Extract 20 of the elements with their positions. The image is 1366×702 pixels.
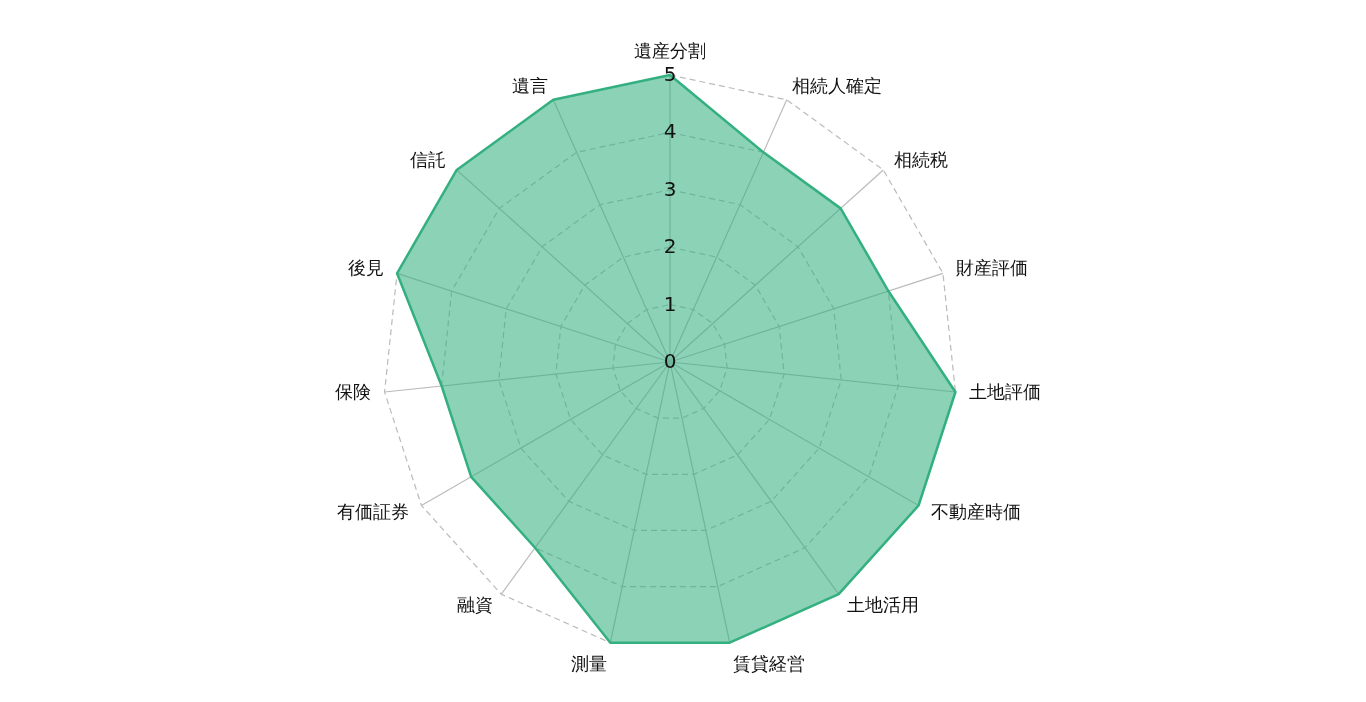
spoke-label: 有価証券 <box>337 500 410 522</box>
spoke-label: 遺産分割 <box>634 40 706 61</box>
spoke-label: 測量 <box>571 653 608 675</box>
spoke-label: 信託 <box>410 148 447 170</box>
spoke-label: 土地評価 <box>969 381 1042 403</box>
spoke-label: 遺言 <box>511 75 548 97</box>
spoke-label: 不動産時価 <box>930 500 1021 522</box>
spoke-label: 相続人確定 <box>792 75 883 97</box>
y-tick-label: 0 <box>663 349 677 373</box>
y-tick-label: 4 <box>663 119 677 144</box>
y-tick-label: 1 <box>663 291 677 316</box>
spoke-label: 土地活用 <box>846 593 919 615</box>
spoke-label: 賃貸経営 <box>732 653 805 675</box>
spoke-label: 後見 <box>347 256 384 278</box>
spoke-label: 融資 <box>457 593 494 615</box>
spoke-label: 相続税 <box>893 148 948 170</box>
y-tick-label: 2 <box>663 234 677 259</box>
spoke-label: 財産評価 <box>956 256 1029 278</box>
spoke-label: 保険 <box>334 381 371 403</box>
y-tick-label: 3 <box>663 176 677 201</box>
